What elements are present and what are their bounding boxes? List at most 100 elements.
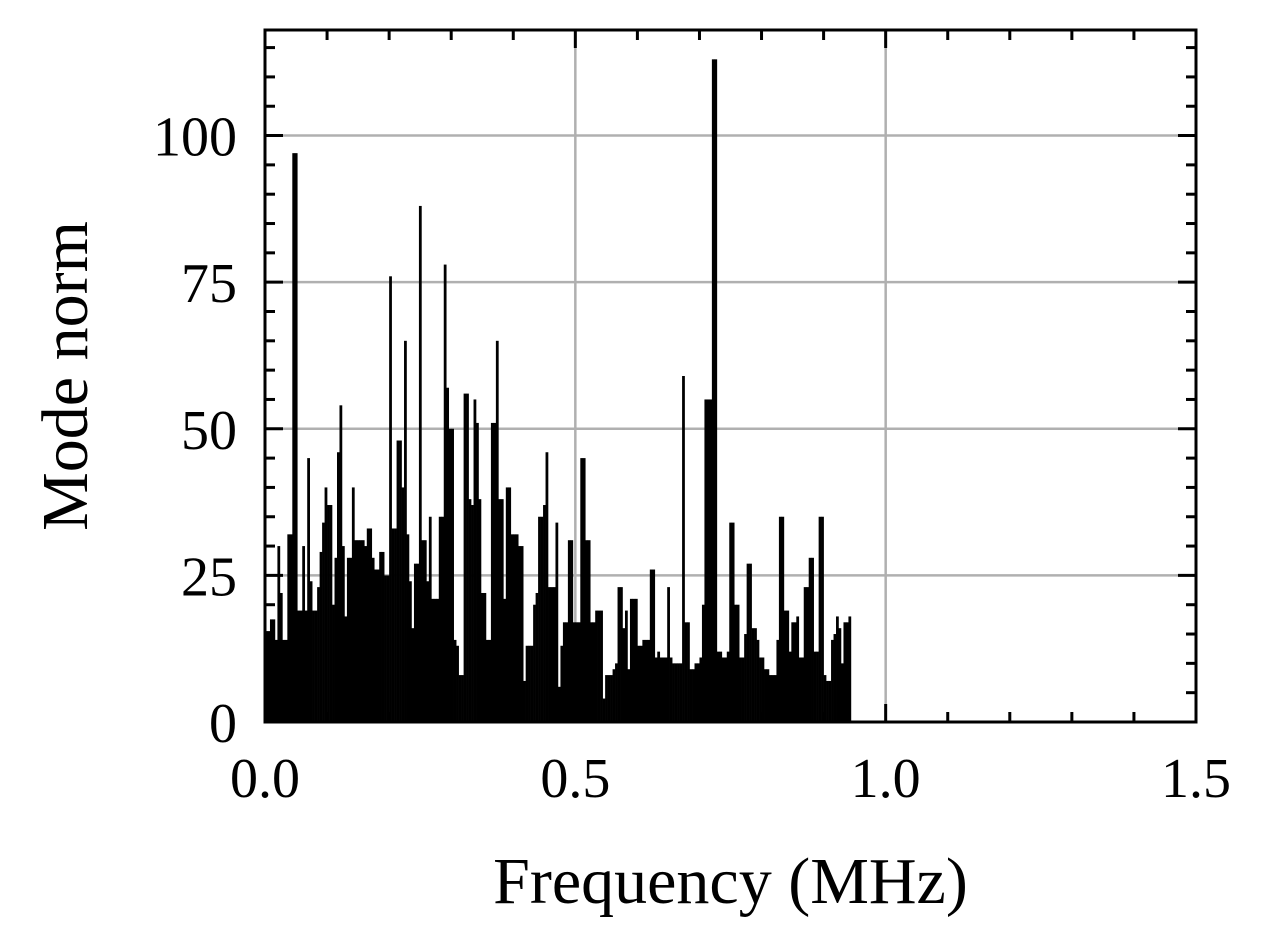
bar bbox=[803, 587, 807, 722]
bar bbox=[692, 669, 695, 722]
bar bbox=[525, 645, 529, 722]
bar bbox=[679, 663, 683, 722]
bar bbox=[480, 592, 484, 722]
axis-ticks bbox=[263, 30, 1198, 724]
bar bbox=[783, 610, 787, 722]
bar bbox=[272, 619, 276, 722]
bar bbox=[580, 458, 584, 722]
bar bbox=[674, 663, 678, 722]
bar bbox=[485, 639, 489, 722]
y-tick-label: 25 bbox=[181, 546, 237, 608]
bar bbox=[471, 505, 474, 722]
bar bbox=[523, 680, 526, 722]
bar bbox=[818, 516, 822, 722]
bar bbox=[667, 587, 670, 722]
bar bbox=[746, 563, 750, 722]
bar bbox=[548, 587, 551, 722]
bar bbox=[734, 604, 738, 722]
bar bbox=[585, 540, 589, 722]
bar bbox=[284, 639, 288, 722]
y-axis-label: Mode norm bbox=[29, 221, 102, 531]
bar bbox=[396, 440, 400, 722]
bar bbox=[557, 686, 561, 722]
bar bbox=[446, 387, 450, 722]
bar bbox=[836, 616, 839, 722]
bar bbox=[726, 651, 730, 722]
bar bbox=[540, 516, 544, 722]
plot-frame bbox=[263, 28, 1198, 724]
bar bbox=[659, 657, 663, 722]
bar bbox=[845, 622, 849, 722]
bar bbox=[565, 622, 569, 722]
bar bbox=[500, 499, 504, 722]
bar bbox=[768, 675, 772, 722]
bar bbox=[461, 675, 464, 722]
y-tick-label: 100 bbox=[153, 107, 237, 169]
bar bbox=[324, 487, 328, 722]
bar bbox=[736, 604, 740, 722]
bar bbox=[366, 528, 370, 722]
bar bbox=[759, 657, 762, 722]
bar bbox=[453, 639, 457, 722]
bar bbox=[639, 645, 643, 722]
bar bbox=[441, 516, 445, 722]
bar bbox=[505, 487, 509, 722]
bar bbox=[796, 616, 800, 722]
bar bbox=[610, 675, 613, 722]
bar bbox=[714, 59, 718, 723]
bar bbox=[838, 628, 842, 722]
bar bbox=[466, 393, 469, 722]
bar bbox=[538, 516, 541, 722]
bar bbox=[741, 657, 745, 722]
bar bbox=[709, 399, 713, 722]
bar bbox=[364, 546, 368, 722]
bar bbox=[423, 540, 427, 722]
bar bbox=[294, 153, 298, 723]
bar bbox=[612, 669, 616, 722]
bar bbox=[761, 657, 765, 722]
bar bbox=[642, 639, 646, 722]
bar bbox=[791, 622, 795, 722]
bar bbox=[369, 528, 373, 722]
bar bbox=[816, 651, 819, 722]
bar bbox=[428, 516, 432, 722]
bar bbox=[389, 276, 392, 722]
bar bbox=[498, 499, 502, 722]
bar bbox=[386, 575, 390, 722]
bar bbox=[513, 534, 517, 722]
bar bbox=[332, 604, 335, 722]
bar bbox=[503, 598, 507, 722]
bar bbox=[694, 663, 698, 722]
bar bbox=[567, 540, 571, 722]
bar bbox=[277, 546, 281, 722]
bar bbox=[456, 645, 459, 722]
bar bbox=[319, 551, 323, 722]
bar bbox=[426, 581, 430, 722]
bar bbox=[381, 551, 385, 722]
bar bbox=[282, 639, 286, 722]
bar bbox=[701, 604, 705, 722]
bar bbox=[617, 587, 621, 722]
bar bbox=[488, 639, 492, 722]
bar bbox=[533, 604, 536, 722]
bar bbox=[721, 657, 725, 722]
bar bbox=[615, 663, 618, 722]
bar bbox=[443, 264, 447, 722]
bar bbox=[637, 645, 641, 722]
bar bbox=[788, 651, 792, 722]
bar bbox=[793, 622, 797, 722]
bar bbox=[570, 540, 574, 722]
bar bbox=[823, 675, 827, 722]
bar bbox=[587, 540, 591, 722]
bar bbox=[394, 528, 397, 722]
bar bbox=[605, 675, 608, 722]
bar bbox=[322, 522, 325, 722]
y-tick-label: 75 bbox=[181, 253, 237, 315]
bar bbox=[493, 422, 497, 722]
bar bbox=[808, 557, 812, 722]
bar bbox=[654, 657, 658, 722]
bar bbox=[448, 428, 452, 722]
bar bbox=[729, 522, 733, 722]
bar bbox=[843, 622, 847, 722]
